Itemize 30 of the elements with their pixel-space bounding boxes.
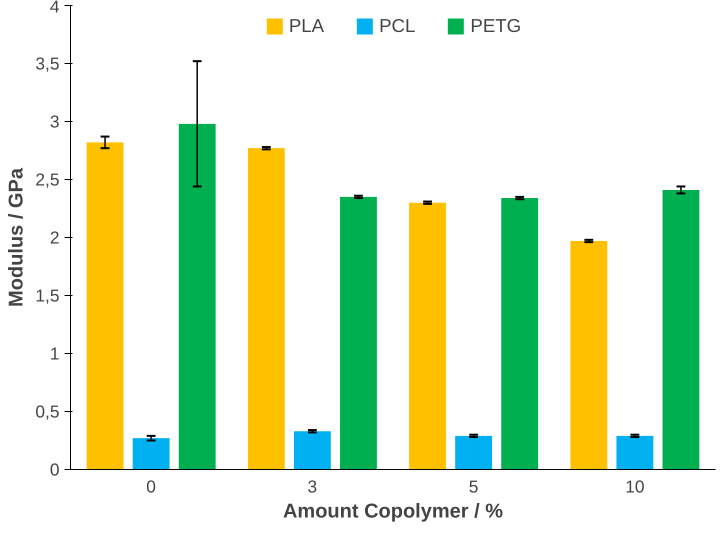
bar xyxy=(340,196,377,470)
x-tick-label: 10 xyxy=(625,476,645,496)
y-tick-label: 0 xyxy=(50,460,60,480)
bar xyxy=(455,436,492,470)
bar xyxy=(178,124,216,470)
bar xyxy=(616,436,654,470)
y-tick-label: 3,5 xyxy=(35,54,60,74)
bar xyxy=(248,148,285,470)
legend-label: PETG xyxy=(470,15,522,37)
bar xyxy=(86,142,124,470)
y-tick-label: 4 xyxy=(50,0,60,16)
x-tick-label: 3 xyxy=(308,476,318,496)
bar xyxy=(501,198,538,470)
bar xyxy=(409,202,446,470)
y-tick-label: 2 xyxy=(50,228,60,248)
y-tick-label: 3 xyxy=(50,112,60,132)
legend-label: PCL xyxy=(379,15,416,37)
x-tick-label: 5 xyxy=(468,476,478,496)
y-axis-title: Modulus / GPa xyxy=(5,167,28,307)
y-tick-label: 1 xyxy=(50,344,60,364)
x-axis-title: Amount Copolymer / % xyxy=(282,500,504,522)
bar xyxy=(132,438,170,470)
bar xyxy=(570,240,608,470)
legend-label: PLA xyxy=(288,15,324,37)
y-tick-label: 1,5 xyxy=(35,286,60,306)
x-tick-label: 0 xyxy=(146,476,156,496)
bar xyxy=(294,431,331,470)
y-tick-label: 0,5 xyxy=(35,402,60,422)
bar xyxy=(662,190,700,470)
y-tick-label: 2,5 xyxy=(35,170,60,190)
